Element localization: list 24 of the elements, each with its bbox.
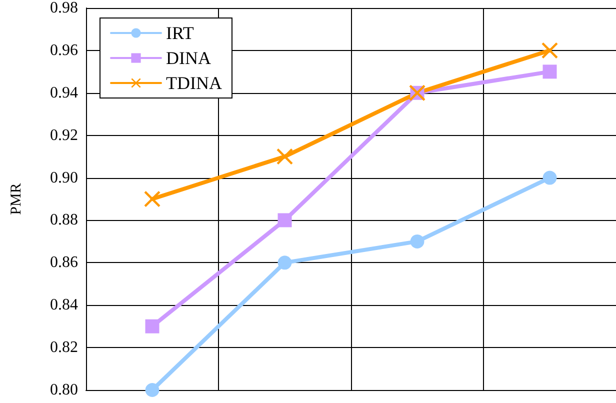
y-tick-label: 0.82 — [50, 339, 78, 356]
point — [410, 234, 424, 248]
y-tick-label: 0.84 — [50, 296, 78, 314]
point — [542, 170, 557, 185]
y-axis-title: PMR — [8, 183, 24, 215]
legend-label: IRT — [166, 23, 194, 43]
point — [278, 256, 292, 270]
y-tick-label: 0.96 — [50, 42, 78, 59]
y-tick-label: 0.80 — [50, 382, 78, 398]
y-tick-label: 0.88 — [50, 212, 78, 229]
y-tick-label: 0.86 — [50, 254, 78, 272]
point — [542, 42, 558, 58]
point — [145, 319, 160, 334]
y-tick-label: 0.94 — [50, 84, 78, 102]
y-tick-label: 0.92 — [50, 126, 78, 144]
y-tick-label: 0.98 — [50, 0, 78, 16]
point — [144, 191, 160, 207]
legend-label: TDINA — [166, 73, 222, 93]
legend-label: DINA — [166, 48, 211, 68]
point — [145, 383, 160, 397]
y-tick-label: 0.90 — [50, 169, 78, 186]
point — [276, 148, 293, 165]
point — [278, 213, 292, 228]
point — [542, 64, 557, 79]
